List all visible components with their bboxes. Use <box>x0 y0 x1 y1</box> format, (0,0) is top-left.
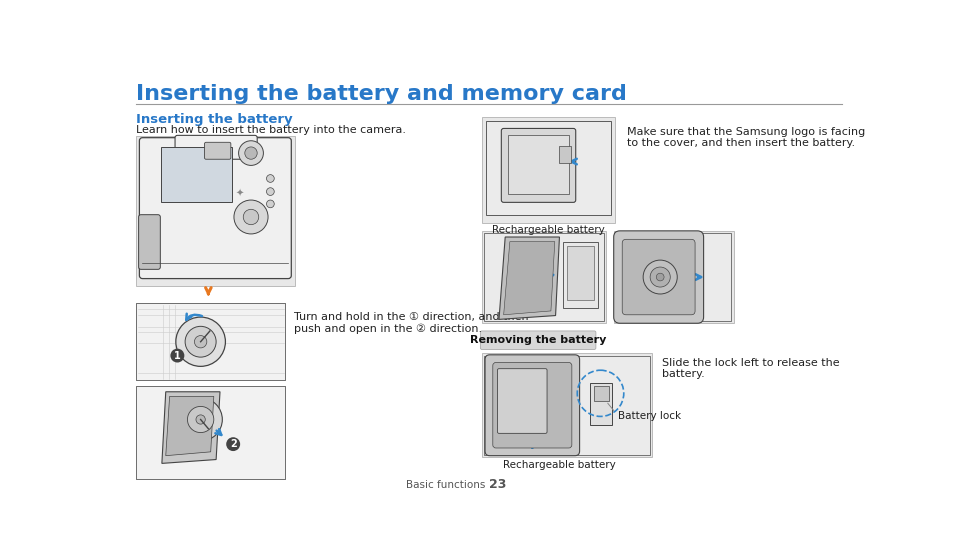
Circle shape <box>175 317 225 367</box>
Bar <box>136 303 285 380</box>
Text: Slide the lock left to release the: Slide the lock left to release the <box>661 358 839 368</box>
Circle shape <box>226 437 240 451</box>
Bar <box>136 387 285 479</box>
Circle shape <box>266 200 274 208</box>
Bar <box>562 242 598 308</box>
Circle shape <box>185 326 216 357</box>
FancyBboxPatch shape <box>497 369 546 433</box>
Text: Basic functions: Basic functions <box>405 480 484 490</box>
Bar <box>558 146 571 163</box>
FancyBboxPatch shape <box>621 240 695 315</box>
Bar <box>590 383 612 425</box>
Polygon shape <box>166 397 213 456</box>
Bar <box>481 231 605 323</box>
Circle shape <box>187 407 213 433</box>
Circle shape <box>245 147 257 159</box>
Bar <box>613 231 733 323</box>
Text: Turn and hold in the ① direction, and then: Turn and hold in the ① direction, and th… <box>294 312 528 322</box>
FancyBboxPatch shape <box>480 331 596 349</box>
Text: battery.: battery. <box>661 369 703 379</box>
Text: push and open in the ② direction.: push and open in the ② direction. <box>294 323 481 334</box>
Bar <box>567 246 594 300</box>
Bar <box>136 387 285 479</box>
Text: Battery lock: Battery lock <box>617 412 680 422</box>
Circle shape <box>243 209 258 224</box>
Circle shape <box>171 349 184 363</box>
FancyBboxPatch shape <box>161 147 233 202</box>
Bar <box>481 117 615 223</box>
FancyBboxPatch shape <box>484 355 579 456</box>
FancyBboxPatch shape <box>616 233 731 321</box>
FancyBboxPatch shape <box>484 233 603 321</box>
FancyBboxPatch shape <box>138 214 160 270</box>
Circle shape <box>194 335 207 348</box>
FancyBboxPatch shape <box>484 355 649 455</box>
FancyBboxPatch shape <box>613 231 703 323</box>
Bar <box>136 303 285 380</box>
Text: 1: 1 <box>173 350 180 360</box>
Polygon shape <box>162 392 220 463</box>
Text: ✦: ✦ <box>235 189 243 199</box>
Text: Removing the battery: Removing the battery <box>469 335 605 345</box>
FancyBboxPatch shape <box>500 129 575 202</box>
Text: Inserting the battery: Inserting the battery <box>136 113 293 126</box>
Circle shape <box>233 200 268 234</box>
Circle shape <box>656 273 663 281</box>
Text: Rechargeable battery: Rechargeable battery <box>492 226 604 236</box>
Circle shape <box>266 188 274 196</box>
FancyBboxPatch shape <box>204 142 231 159</box>
FancyBboxPatch shape <box>485 121 611 216</box>
Text: Rechargeable battery: Rechargeable battery <box>502 460 616 470</box>
Text: Learn how to insert the battery into the camera.: Learn how to insert the battery into the… <box>136 125 406 135</box>
FancyBboxPatch shape <box>139 138 291 278</box>
Circle shape <box>238 141 263 165</box>
FancyBboxPatch shape <box>493 363 571 448</box>
Text: to the cover, and then insert the battery.: to the cover, and then insert the batter… <box>626 139 854 149</box>
Bar <box>481 353 652 457</box>
Circle shape <box>195 415 205 424</box>
Circle shape <box>179 398 222 441</box>
Circle shape <box>266 175 274 182</box>
Text: 23: 23 <box>488 478 506 491</box>
Polygon shape <box>503 242 555 315</box>
FancyBboxPatch shape <box>174 135 257 159</box>
Polygon shape <box>498 237 558 319</box>
Circle shape <box>649 267 670 287</box>
Text: 2: 2 <box>230 439 236 449</box>
FancyBboxPatch shape <box>508 135 568 194</box>
Circle shape <box>642 260 677 294</box>
Text: Make sure that the Samsung logo is facing: Make sure that the Samsung logo is facin… <box>626 127 864 137</box>
Bar <box>136 136 294 286</box>
Bar <box>593 385 608 401</box>
Text: Inserting the battery and memory card: Inserting the battery and memory card <box>136 84 626 104</box>
